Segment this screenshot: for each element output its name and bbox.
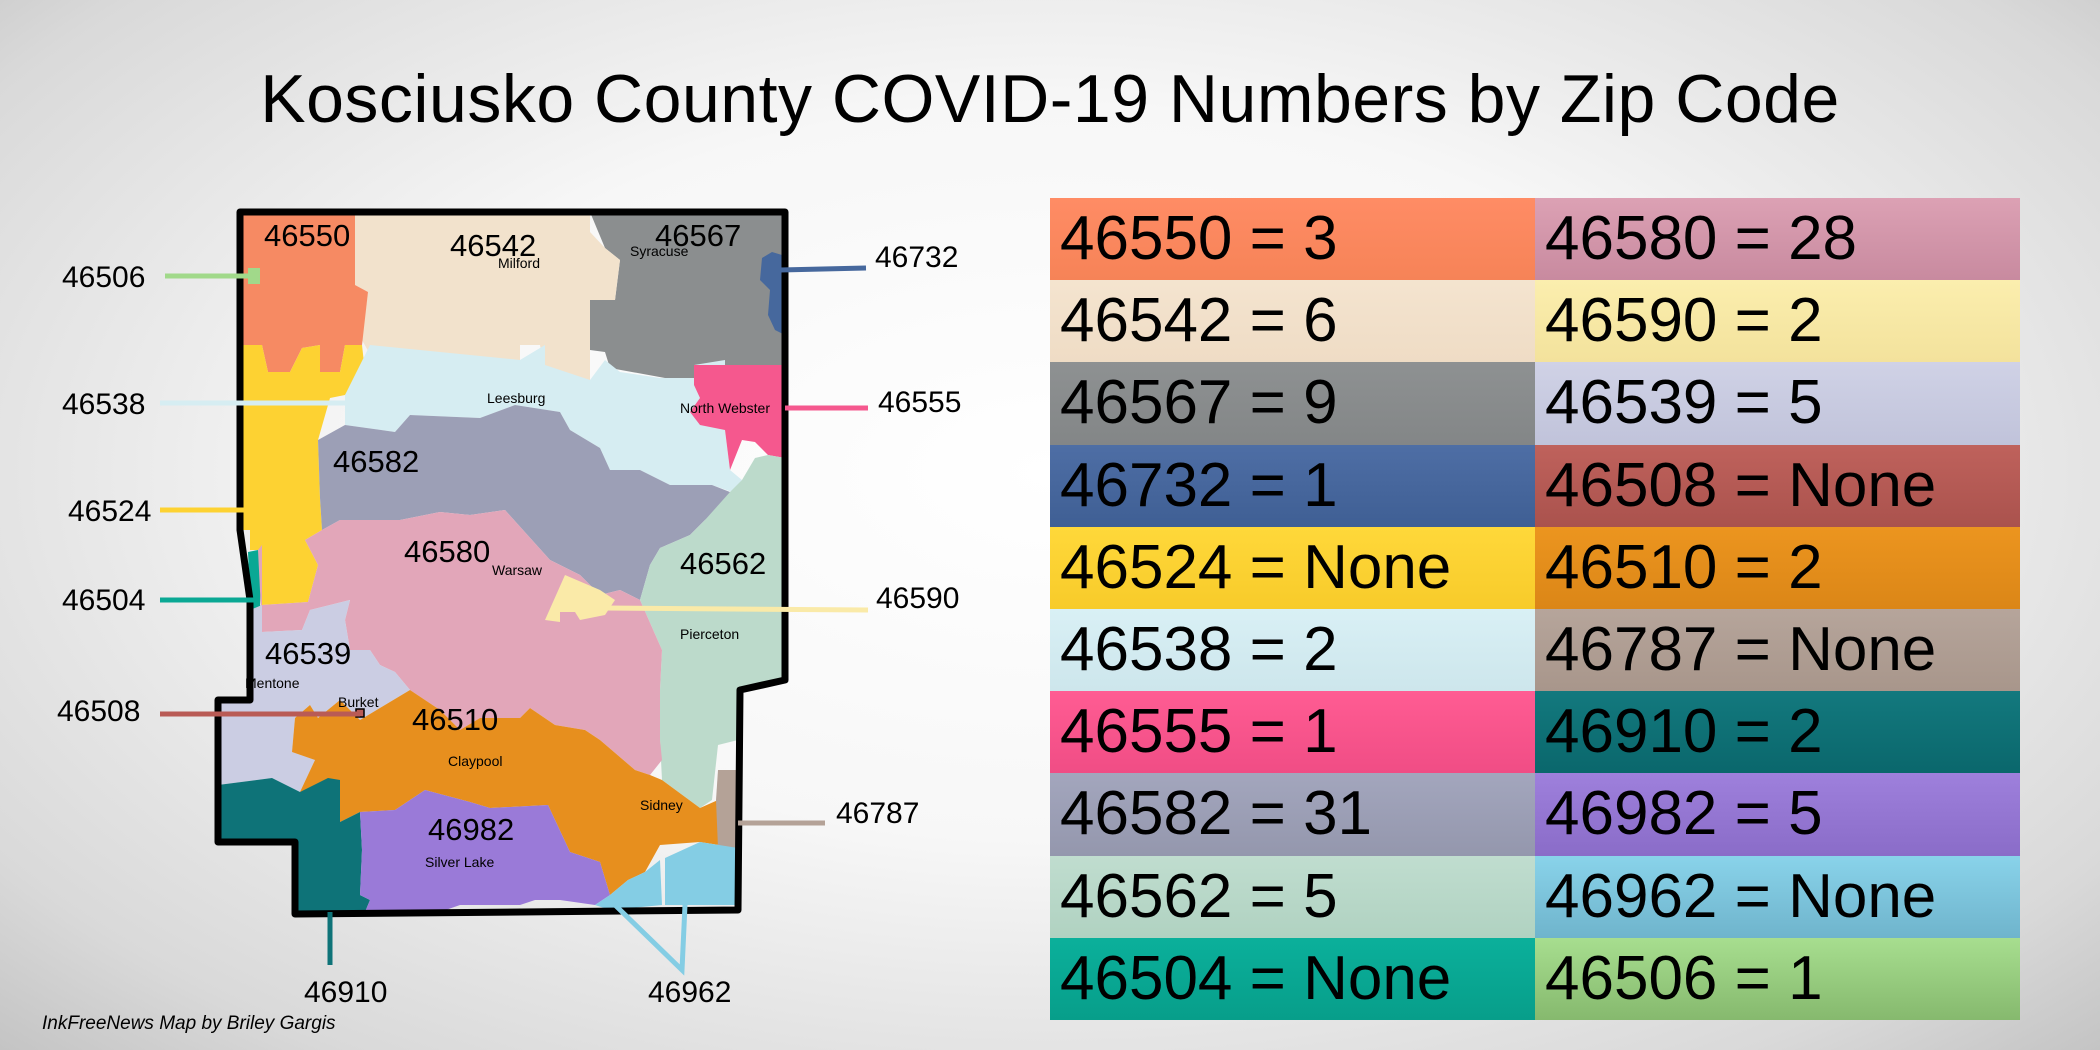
legend-cell: 46582 = 31 <box>1050 773 1535 856</box>
map-label-46539: 46539 <box>265 636 351 671</box>
legend-cell-text: 46508 = None <box>1545 450 1937 520</box>
town-burket: Burket <box>338 694 379 710</box>
map-label-46580: 46580 <box>404 534 490 569</box>
legend-cell: 46732 = 1 <box>1050 444 1535 527</box>
region-46538 <box>345 345 742 492</box>
region-46539 <box>218 600 410 792</box>
ext-label-46524: 46524 <box>68 495 151 528</box>
region-46510 <box>292 690 738 895</box>
region-46567 <box>590 212 785 378</box>
region-46550 <box>240 212 368 372</box>
legend-cell-text: 46524 = None <box>1060 532 1452 602</box>
ext-label-46732: 46732 <box>875 241 958 274</box>
region-46562 <box>640 455 785 808</box>
region-46555 <box>690 365 785 470</box>
legend-cell: 46524 = None <box>1050 526 1535 609</box>
ext-label-46506: 46506 <box>62 261 145 294</box>
ext-label-46787: 46787 <box>836 797 919 830</box>
legend-cell-text: 46542 = 6 <box>1060 286 1338 356</box>
legend-cell-text: 46506 = 1 <box>1545 943 1823 1013</box>
legend-cell-text: 46504 = None <box>1060 943 1452 1013</box>
legend-cell-text: 46910 = 2 <box>1545 697 1823 767</box>
legend-cell-text: 46562 = 5 <box>1060 861 1338 931</box>
legend-cell-text: 46580 = 28 <box>1545 204 1858 274</box>
ext-label-46504: 46504 <box>62 584 145 617</box>
legend-cell-text: 46555 = 1 <box>1060 697 1338 767</box>
legend-cell: 46510 = 2 <box>1535 526 2020 609</box>
leader-46962 <box>613 903 688 976</box>
legend-cell-text: 46539 = 5 <box>1545 368 1823 438</box>
ext-label-46910: 46910 <box>304 976 387 1009</box>
legend-cell: 46962 = None <box>1535 855 2020 938</box>
region-46542 <box>355 212 620 380</box>
legend-cell-text: 46982 = 5 <box>1545 779 1823 849</box>
region-46582 <box>318 405 730 600</box>
leader-46732 <box>779 265 867 273</box>
legend-cell: 46567 = 9 <box>1050 362 1535 445</box>
ext-label-46555: 46555 <box>878 386 961 419</box>
map-label-46550: 46550 <box>264 218 350 253</box>
legend-cell: 46787 = None <box>1535 608 2020 692</box>
legend-cell-text: 46590 = 2 <box>1545 286 1823 356</box>
page-title: Kosciusko County COVID-19 Numbers by Zip… <box>260 61 1840 137</box>
region-46590 <box>545 575 615 622</box>
region-46962b <box>665 842 738 905</box>
map-label-46562: 46562 <box>680 546 766 581</box>
legend-cell-text: 46550 = 3 <box>1060 204 1338 274</box>
legend-cell: 46580 = 28 <box>1535 198 2020 281</box>
leader-46590 <box>604 605 869 613</box>
map-credit: InkFreeNews Map by Briley Gargis <box>42 1013 336 1034</box>
ext-label-46590: 46590 <box>876 582 959 615</box>
map-label-46582: 46582 <box>333 444 419 479</box>
region-46524 <box>240 345 365 605</box>
legend-cell: 46538 = 2 <box>1050 608 1535 692</box>
legend-cell-text: 46582 = 31 <box>1060 779 1373 849</box>
town-syracuse: Syracuse <box>630 243 689 259</box>
map-label-46567: 46567 <box>655 218 741 253</box>
legend-cell: 46562 = 5 <box>1050 855 1535 938</box>
legend-cell-text: 46787 = None <box>1545 615 1937 685</box>
region-46982 <box>360 790 610 912</box>
legend-cell: 46590 = 2 <box>1535 280 2020 363</box>
legend-cell: 46539 = 5 <box>1535 362 2020 445</box>
case-count-legend: 46550 = 3 46542 = 6 46567 = 9 46732 = 1 4652… <box>1050 198 2020 1020</box>
map-label-46542: 46542 <box>450 228 536 263</box>
region-46580 <box>258 510 662 775</box>
region-46962 <box>595 860 662 910</box>
town-pierceton: Pierceton <box>680 626 739 642</box>
legend-cell: 46506 = 1 <box>1535 937 2020 1020</box>
legend-cell-text: 46567 = 9 <box>1060 368 1338 438</box>
town-leesburg: Leesburg <box>487 390 545 406</box>
legend-cell: 46508 = None <box>1535 444 2020 527</box>
legend-cell: 46555 = 1 <box>1050 691 1535 774</box>
legend-cell-text: 46962 = None <box>1545 861 1937 931</box>
legend-cell: 46504 = None <box>1050 937 1535 1020</box>
town-silver-lake: Silver Lake <box>425 854 494 870</box>
map-label-46982: 46982 <box>428 812 514 847</box>
region-46910 <box>218 778 370 914</box>
town-claypool: Claypool <box>448 753 502 769</box>
region-46732 <box>760 252 785 335</box>
town-milford: Milford <box>498 255 540 271</box>
town-sidney: Sidney <box>640 797 683 813</box>
legend-cell-text: 46510 = 2 <box>1545 532 1823 602</box>
legend-cell: 46542 = 6 <box>1050 280 1535 363</box>
legend-cell-text: 46732 = 1 <box>1060 450 1338 520</box>
legend-cell: 46550 = 3 <box>1050 198 1535 281</box>
legend-cell: 46910 = 2 <box>1535 691 2020 774</box>
legend-cell-text: 46538 = 2 <box>1060 615 1338 685</box>
town-mentone: Mentone <box>245 675 300 691</box>
town-north-webster: North Webster <box>680 400 770 416</box>
legend-cell: 46982 = 5 <box>1535 773 2020 856</box>
ext-label-46538: 46538 <box>62 388 145 421</box>
ext-label-46508: 46508 <box>57 695 140 728</box>
town-warsaw: Warsaw <box>492 562 543 578</box>
map-label-46510: 46510 <box>412 702 498 737</box>
ext-label-46962: 46962 <box>648 976 731 1009</box>
region-46787 <box>716 770 738 848</box>
